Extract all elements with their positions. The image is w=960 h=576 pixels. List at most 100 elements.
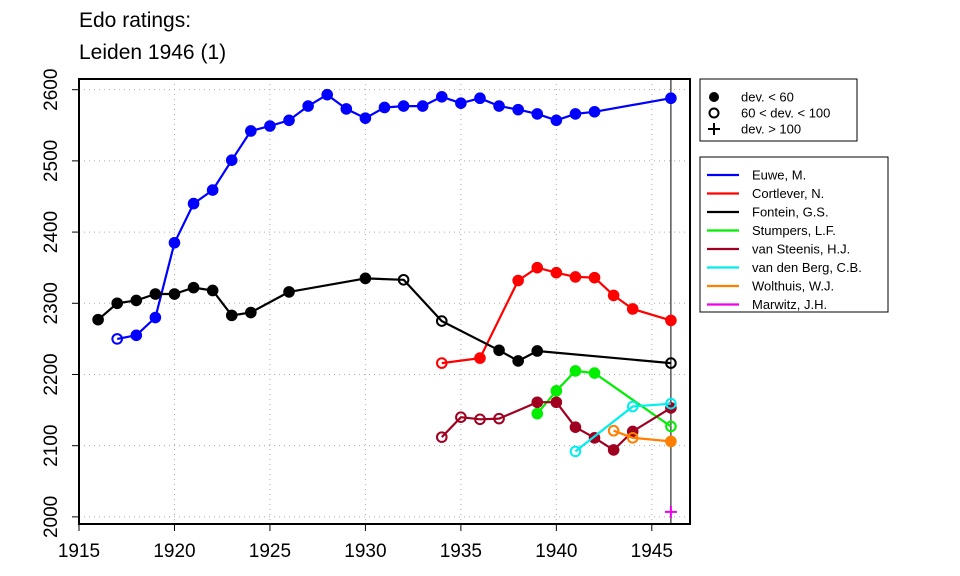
series-wolthuis-w-j [607, 424, 677, 448]
legend-label-euwe-m: Euwe, M. [752, 168, 806, 183]
point-euwe-m-1937 [493, 100, 505, 112]
point-fontein-g-s-1923 [225, 309, 238, 322]
point-cortlever-n-1938 [512, 274, 524, 287]
legend-item-cortlever-n: Cortlever, N. [707, 186, 824, 201]
legend-item-van-steenis-h-j: van Steenis, H.J. [707, 242, 850, 257]
chart-title-line-2: Leiden 1946 (1) [79, 41, 227, 64]
x-tick-label-1920: 1920 [153, 541, 195, 562]
series-line-van-den-berg-c-b [574, 402, 671, 453]
legend-item-wolthuis-w-j: Wolthuis, W.J. [707, 279, 834, 294]
point-fontein-g-s-1919 [149, 288, 162, 300]
point-stumpers-l-f-1939 [531, 407, 544, 420]
series-line-euwe-m [116, 93, 672, 340]
point-fontein-g-s-1918 [130, 294, 143, 307]
point-van-steenis-h-j-1937 [493, 412, 505, 425]
plot-frame [78, 78, 691, 525]
series-line-wolthuis-w-j [613, 429, 672, 443]
point-wolthuis-w-j-1944 [626, 432, 639, 444]
point-fontein-g-s-1938 [512, 355, 524, 367]
legend-filled-circle-icon [709, 92, 719, 102]
point-euwe-m-1931 [378, 101, 391, 114]
point-euwe-m-1939 [531, 108, 544, 120]
legend-label-marwitz-j-h: Marwitz, J.H. [752, 297, 827, 312]
marker-legend-item-2: 60 < dev. < 100 [708, 106, 830, 121]
point-van-steenis-h-j-1935 [455, 411, 467, 424]
point-euwe-m-1928 [321, 88, 334, 101]
point-fontein-g-s-1921 [187, 281, 200, 294]
x-tick-label-1925: 1925 [249, 541, 291, 562]
point-wolthuis-w-j-1943 [607, 424, 620, 437]
point-euwe-m-1922 [206, 184, 219, 196]
point-euwe-m-1921 [187, 197, 200, 210]
series-line-fontein-g-s [97, 277, 671, 365]
point-fontein-g-s-1917 [111, 297, 123, 310]
point-fontein-g-s-1920 [168, 288, 181, 300]
point-van-steenis-h-j-1941 [569, 421, 582, 433]
legend-label-van-den-berg-c-b: van den Berg, C.B. [752, 260, 862, 275]
point-stumpers-l-f-1942 [588, 367, 601, 379]
marker-legend-label-2: 60 < dev. < 100 [741, 106, 830, 121]
point-euwe-m-1930 [359, 112, 372, 124]
point-euwe-m-1925 [264, 120, 276, 132]
point-van-steenis-h-j-1936 [474, 413, 486, 426]
point-cortlever-n-1936 [474, 352, 486, 364]
point-marwitz-j-h-1946 [664, 505, 677, 518]
point-fontein-g-s-1930 [359, 272, 372, 285]
x-tick-label-1935: 1935 [440, 541, 482, 562]
grid [79, 79, 690, 524]
legend-item-marwitz-j-h: Marwitz, J.H. [707, 297, 827, 312]
legend-item-fontein-g-s: Fontein, G.S. [707, 205, 829, 220]
point-euwe-m-1941 [569, 108, 582, 120]
point-euwe-m-1938 [512, 103, 524, 116]
point-euwe-m-1936 [474, 92, 486, 105]
marker-legend-label-1: dev. < 60 [741, 90, 794, 105]
point-euwe-m-1920 [168, 236, 181, 249]
point-van-steenis-h-j-1940 [550, 396, 563, 409]
point-euwe-m-1933 [416, 100, 429, 112]
legend-item-van-den-berg-c-b: van den Berg, C.B. [707, 260, 862, 275]
point-euwe-m-1926 [283, 114, 295, 127]
point-stumpers-l-f-1940 [550, 385, 563, 397]
series-cortlever-n [435, 261, 677, 369]
point-euwe-m-1927 [302, 100, 314, 112]
point-euwe-m-1917 [111, 333, 123, 345]
marker-legend-label-3: dev. > 100 [741, 122, 801, 137]
point-fontein-g-s-1934 [435, 315, 448, 327]
point-fontein-g-s-1939 [531, 345, 544, 357]
point-euwe-m-1919 [149, 311, 162, 324]
marker-legend-item-1: dev. < 60 [709, 90, 794, 105]
marker-legend-item-3: dev. > 100 [708, 122, 801, 137]
y-tick-label-2200: 2200 [41, 353, 62, 395]
point-van-steenis-h-j-1939 [531, 396, 544, 409]
point-euwe-m-1934 [435, 91, 448, 103]
series-van-den-berg-c-b [569, 397, 677, 458]
axes: 1915 1920 1925 1930 1935 1940 1945 2000 2100 2200… [41, 69, 673, 562]
chart-title-line-1: Edo ratings: [79, 9, 192, 32]
point-euwe-m-1932 [397, 100, 410, 112]
point-van-den-berg-c-b-1946 [665, 397, 677, 410]
point-cortlever-n-1940 [550, 266, 563, 279]
point-euwe-m-1935 [455, 97, 467, 110]
legend-label-stumpers-l-f: Stumpers, L.F. [752, 223, 836, 238]
series-line-cortlever-n [441, 266, 672, 365]
point-euwe-m-1940 [550, 114, 563, 127]
point-cortlever-n-1946 [665, 314, 677, 327]
point-euwe-m-1929 [340, 103, 353, 115]
point-van-den-berg-c-b-1944 [626, 400, 639, 413]
x-tick-label-1940: 1940 [535, 541, 577, 562]
x-tick-label-1930: 1930 [344, 541, 386, 562]
point-fontein-g-s-1924 [245, 306, 257, 319]
y-tick-label-2400: 2400 [41, 211, 62, 253]
series-marwitz-j-h [664, 505, 677, 518]
point-cortlever-n-1943 [607, 289, 620, 302]
point-van-den-berg-c-b-1941 [569, 445, 582, 458]
point-euwe-m-1924 [245, 125, 257, 137]
legend-label-wolthuis-w-j: Wolthuis, W.J. [752, 279, 834, 294]
legend-item-stumpers-l-f: Stumpers, L.F. [707, 223, 836, 238]
point-van-steenis-h-j-1943 [607, 444, 620, 456]
series-stumpers-l-f [531, 365, 677, 433]
x-tick-label-1945: 1945 [631, 541, 673, 562]
point-stumpers-l-f-1946 [665, 420, 677, 433]
